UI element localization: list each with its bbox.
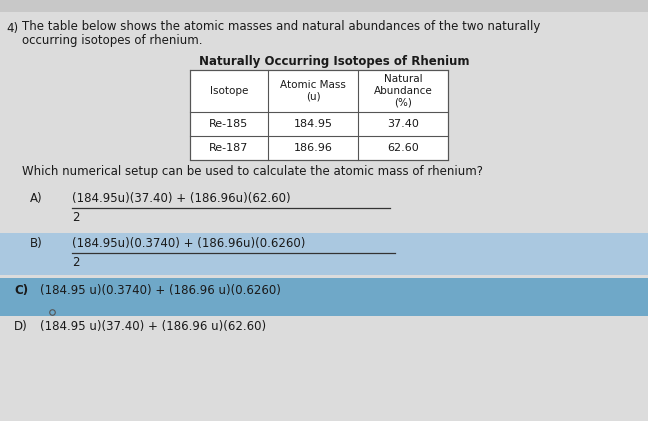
Text: (184.95 u)(0.3740) + (186.96 u)(0.6260): (184.95 u)(0.3740) + (186.96 u)(0.6260)	[40, 284, 281, 297]
Text: A): A)	[30, 192, 43, 205]
Text: Re-185: Re-185	[209, 119, 249, 129]
Bar	[0, 0, 648, 12]
Text: Atomic Mass
(u): Atomic Mass (u)	[280, 80, 346, 102]
Text: 62.60: 62.60	[387, 143, 419, 153]
Bar	[190, 70, 448, 160]
Text: Re-187: Re-187	[209, 143, 249, 153]
Text: (184.95u)(0.3740) + (186.96u)(0.6260): (184.95u)(0.3740) + (186.96u)(0.6260)	[72, 237, 305, 250]
Bar	[0, 278, 648, 316]
Text: 2: 2	[72, 256, 80, 269]
Text: Natural
Abundance
(%): Natural Abundance (%)	[374, 75, 432, 108]
Text: 184.95: 184.95	[294, 119, 332, 129]
Text: 186.96: 186.96	[294, 143, 332, 153]
Text: 2: 2	[72, 211, 80, 224]
Text: occurring isotopes of rhenium.: occurring isotopes of rhenium.	[22, 34, 202, 47]
Text: D): D)	[14, 320, 28, 333]
Text: (184.95u)(37.40) + (186.96u)(62.60): (184.95u)(37.40) + (186.96u)(62.60)	[72, 192, 290, 205]
Text: Isotope: Isotope	[210, 86, 248, 96]
Text: C): C)	[14, 284, 28, 297]
Text: 4): 4)	[6, 22, 18, 35]
Text: The table below shows the atomic masses and natural abundances of the two natura: The table below shows the atomic masses …	[22, 20, 540, 33]
Text: (184.95 u)(37.40) + (186.96 u)(62.60): (184.95 u)(37.40) + (186.96 u)(62.60)	[40, 320, 266, 333]
Bar	[0, 233, 648, 275]
Text: 37.40: 37.40	[387, 119, 419, 129]
Text: Which numerical setup can be used to calculate the atomic mass of rhenium?: Which numerical setup can be used to cal…	[22, 165, 483, 178]
Text: B): B)	[30, 237, 43, 250]
Text: Naturally Occurring Isotopes of Rhenium: Naturally Occurring Isotopes of Rhenium	[199, 55, 469, 68]
